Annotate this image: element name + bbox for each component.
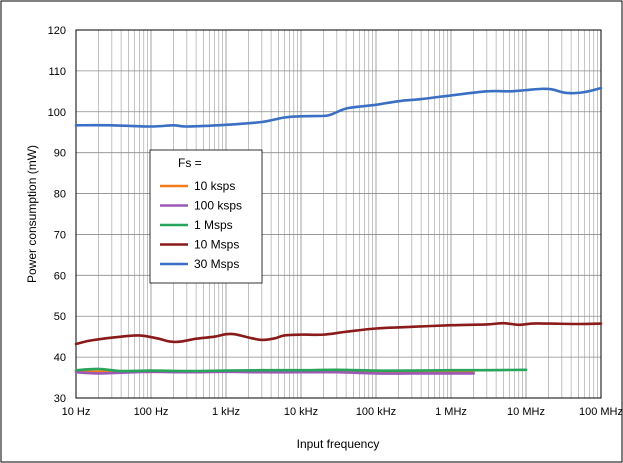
series-line [74, 86, 603, 128]
series-line [74, 367, 528, 373]
x-tick-label: 100 kHz [356, 406, 396, 418]
y-tick-label: 40 [54, 352, 66, 364]
x-tick-labels: 10 Hz 100 Hz 1 kHz 10 kHz 100 kHz 1 MHz 10 MHz… [62, 406, 623, 418]
series-line [74, 321, 603, 346]
y-axis-title: Power consumption (mW) [25, 145, 39, 283]
y-tick-label: 30 [54, 393, 66, 405]
legend-label: 10 Msps [194, 238, 239, 252]
legend-items: 10 ksps 100 ksps 1 Msps 10 Msps 30 Msps [160, 179, 242, 271]
legend-box [149, 149, 263, 284]
x-tick-label: 100 MHz [579, 406, 623, 418]
x-tick-label: 10 kHz [284, 406, 318, 418]
y-tick-labels: 30 40 50 60 70 80 90 100 110 120 [48, 25, 66, 405]
series-line [74, 370, 475, 375]
legend: Fs = 10 ksps 100 ksps 1 Msps 10 Msps 30 Msps [149, 149, 263, 284]
y-tick-label: 110 [48, 66, 66, 78]
y-tick-label: 120 [48, 25, 66, 37]
series-lines [74, 86, 603, 375]
x-tick-label: 1 kHz [212, 406, 240, 418]
y-tick-label: 60 [54, 270, 66, 282]
x-axis-title: Input frequency [297, 437, 380, 451]
x-tick-label: 100 Hz [134, 406, 169, 418]
legend-label: 10 ksps [194, 179, 235, 193]
y-tick-label: 90 [54, 148, 66, 160]
legend-title: Fs = [178, 156, 202, 170]
x-tick-label: 1 MHz [435, 406, 467, 418]
legend-label: 30 Msps [194, 257, 239, 271]
legend-label: 1 Msps [194, 218, 233, 232]
plot-area-border [75, 29, 602, 399]
x-tick-label: 10 Hz [62, 406, 91, 418]
y-tick-label: 70 [54, 229, 66, 241]
y-tick-label: 50 [54, 311, 66, 323]
y-tick-label: 100 [48, 107, 66, 119]
x-tick-label: 10 MHz [507, 406, 545, 418]
legend-label: 100 ksps [194, 199, 242, 213]
y-tick-label: 80 [54, 189, 66, 201]
